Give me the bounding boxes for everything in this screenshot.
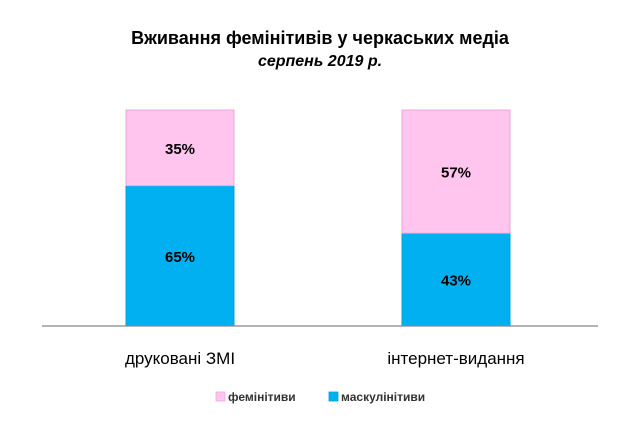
chart-subtitle: серпень 2019 р. bbox=[257, 53, 383, 70]
legend-label: фемінітиви bbox=[228, 390, 296, 404]
data-label: 35% bbox=[165, 141, 195, 158]
data-label: 65% bbox=[165, 249, 195, 266]
data-label: 43% bbox=[441, 273, 471, 290]
data-label: 57% bbox=[441, 165, 471, 182]
bar-feminine bbox=[401, 109, 511, 234]
bar-feminine bbox=[125, 109, 235, 187]
legend-swatch bbox=[328, 391, 339, 402]
category-label: друковані ЗМІ bbox=[125, 349, 235, 368]
bar-masculine bbox=[125, 185, 235, 327]
bar-masculine bbox=[401, 232, 511, 327]
category-label: інтернет-видання bbox=[387, 349, 524, 368]
legend-swatch bbox=[215, 391, 226, 402]
legend-label: маскулінітиви bbox=[341, 390, 425, 404]
chart-title: Вживання фемінітивів у черкаських медіа bbox=[131, 28, 509, 48]
